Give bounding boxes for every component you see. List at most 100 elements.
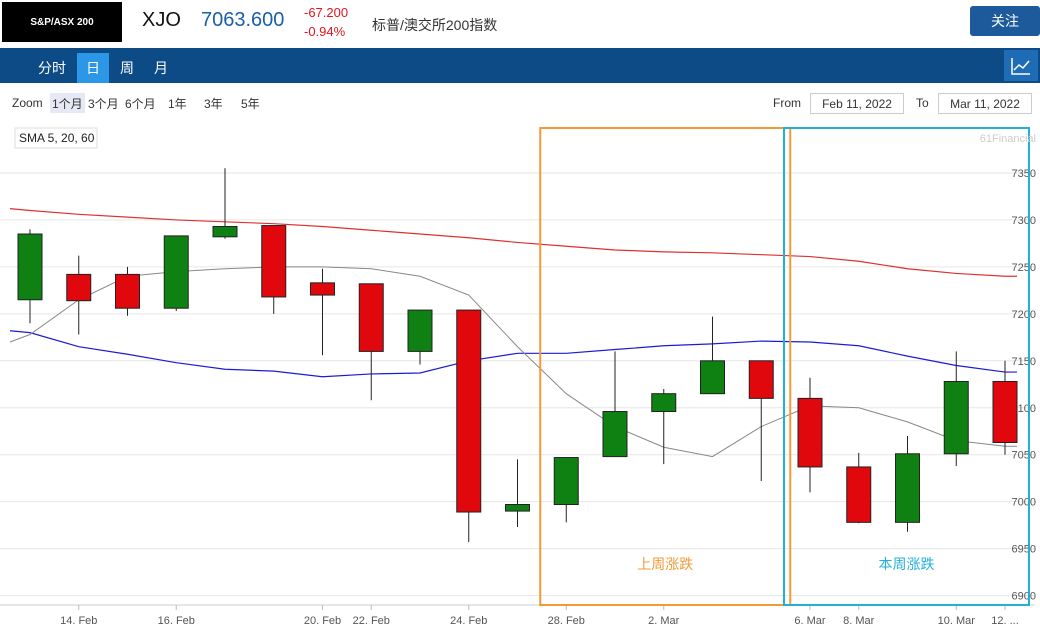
x-tick-label: 10. Mar — [938, 615, 976, 627]
candle-body — [505, 504, 530, 512]
x-tick-label: 20. Feb — [304, 615, 341, 627]
candle — [651, 388, 677, 465]
candle-body — [310, 282, 335, 296]
zoom-3m-button[interactable]: 3个月 — [88, 96, 119, 111]
candle — [358, 283, 384, 401]
candle — [212, 168, 238, 239]
candle-body — [407, 309, 433, 352]
candle — [846, 452, 872, 524]
candle — [602, 351, 628, 458]
candle-body — [602, 411, 628, 458]
period-nav: 分时 日 周 月 — [0, 48, 1040, 83]
y-tick-label: 6950 — [1012, 544, 1036, 556]
zoom-1m-button[interactable]: 1个月 — [50, 93, 85, 113]
candle-body — [261, 225, 287, 298]
follow-button[interactable]: 关注 — [970, 6, 1040, 36]
y-tick-label: 7250 — [1012, 262, 1036, 274]
sma-line-1 — [9, 330, 1017, 378]
candle — [17, 229, 43, 324]
index-logo: S&P/ASX 200 — [2, 2, 122, 42]
quote-header: S&P/ASX 200 XJO 7063.600 -67.200 -0.94% … — [0, 0, 1040, 44]
from-date-input[interactable]: Feb 11, 2022 — [810, 93, 904, 114]
candle — [748, 360, 774, 482]
legend-box — [14, 127, 98, 149]
x-tick-label: 28. Feb — [548, 615, 585, 627]
from-label: From — [773, 96, 801, 110]
zoom-5y-button[interactable]: 5年 — [241, 96, 260, 111]
last-price: 7063.600 — [201, 9, 285, 31]
candle — [797, 377, 823, 493]
y-tick-label: 7050 — [1012, 450, 1036, 462]
zoom-1y-button[interactable]: 1年 — [168, 96, 187, 111]
candle-body — [992, 380, 1018, 444]
watermark: 61Financial — [980, 133, 1036, 145]
to-label: To — [916, 96, 929, 110]
candles — [17, 168, 1018, 543]
tab-weekly[interactable]: 周 — [120, 60, 134, 76]
x-tick-label: 22. Feb — [353, 615, 390, 627]
index-name: 标普/澳交所200指数 — [372, 17, 498, 33]
candle — [261, 225, 287, 314]
annotation-label: 本周涨跌 — [879, 556, 935, 572]
sma-line-0 — [9, 208, 1017, 277]
change-value: -67.200 — [304, 5, 349, 20]
x-tick-label: 14. Feb — [60, 615, 97, 627]
tab-intraday[interactable]: 分时 — [38, 60, 66, 76]
candle-body — [797, 397, 823, 468]
x-tick-label: 8. Mar — [843, 615, 875, 627]
tab-monthly[interactable]: 月 — [154, 60, 168, 76]
annotation-label: 上周涨跌 — [637, 556, 693, 572]
candle-body — [943, 380, 969, 455]
candle — [895, 435, 920, 532]
change-percent: -0.94% — [304, 24, 346, 39]
candle-body — [553, 457, 579, 506]
line-chart-icon[interactable] — [1004, 50, 1038, 81]
x-tick-label: 12. ... — [991, 615, 1019, 627]
annotation-box — [783, 127, 1030, 606]
x-tick-label: 24. Feb — [450, 615, 487, 627]
x-tick-label: 6. Mar — [794, 615, 826, 627]
to-date-input[interactable]: Mar 11, 2022 — [938, 93, 1032, 114]
candle — [992, 360, 1018, 455]
candle — [66, 255, 92, 335]
candle — [505, 459, 530, 528]
tab-daily[interactable]: 日 — [77, 53, 109, 83]
x-tick-label: 2. Mar — [648, 615, 680, 627]
price-change: -67.200 -0.94% — [304, 3, 348, 41]
zoom-6m-button[interactable]: 6个月 — [125, 96, 156, 111]
y-tick-label: 7150 — [1012, 356, 1036, 368]
y-tick-label: 7300 — [1012, 215, 1036, 227]
candle-body — [895, 453, 920, 523]
candle — [700, 316, 725, 395]
candlestick-chart: 6900695070007050710071507200725073007350… — [0, 127, 1036, 627]
candle-body — [212, 225, 238, 238]
annotation-boxes: 上周涨跌 本周涨跌 — [539, 127, 1030, 606]
candle-body — [651, 393, 677, 413]
zoom-toolbar: Zoom 1个月 3个月 6个月 1年 3年 5年 From Feb 11, 2… — [0, 90, 1040, 116]
candle-body — [456, 309, 482, 513]
candle-body — [17, 233, 43, 301]
candle — [163, 235, 189, 312]
candle-body — [700, 360, 725, 395]
sma-lines — [9, 208, 1017, 458]
candle — [943, 351, 969, 466]
zoom-3y-button[interactable]: 3年 — [204, 96, 223, 111]
candle — [407, 309, 433, 365]
candle — [115, 266, 140, 316]
annotation-box — [539, 127, 792, 606]
candle-body — [358, 283, 384, 352]
x-tick-label: 16. Feb — [158, 615, 195, 627]
candle-body — [163, 235, 189, 309]
legend-label: SMA 5, 20, 60 — [19, 131, 95, 145]
zoom-label: Zoom — [12, 96, 43, 110]
candle-body — [846, 466, 872, 523]
candle — [456, 309, 482, 543]
candle-body — [748, 360, 774, 399]
symbol-label: XJO — [142, 9, 181, 31]
sma-line-2 — [9, 266, 1017, 458]
candle — [310, 268, 335, 356]
y-tick-label: 7200 — [1012, 309, 1036, 321]
grid-lines — [0, 172, 1035, 606]
candle — [553, 457, 579, 523]
candle-body — [115, 273, 140, 309]
